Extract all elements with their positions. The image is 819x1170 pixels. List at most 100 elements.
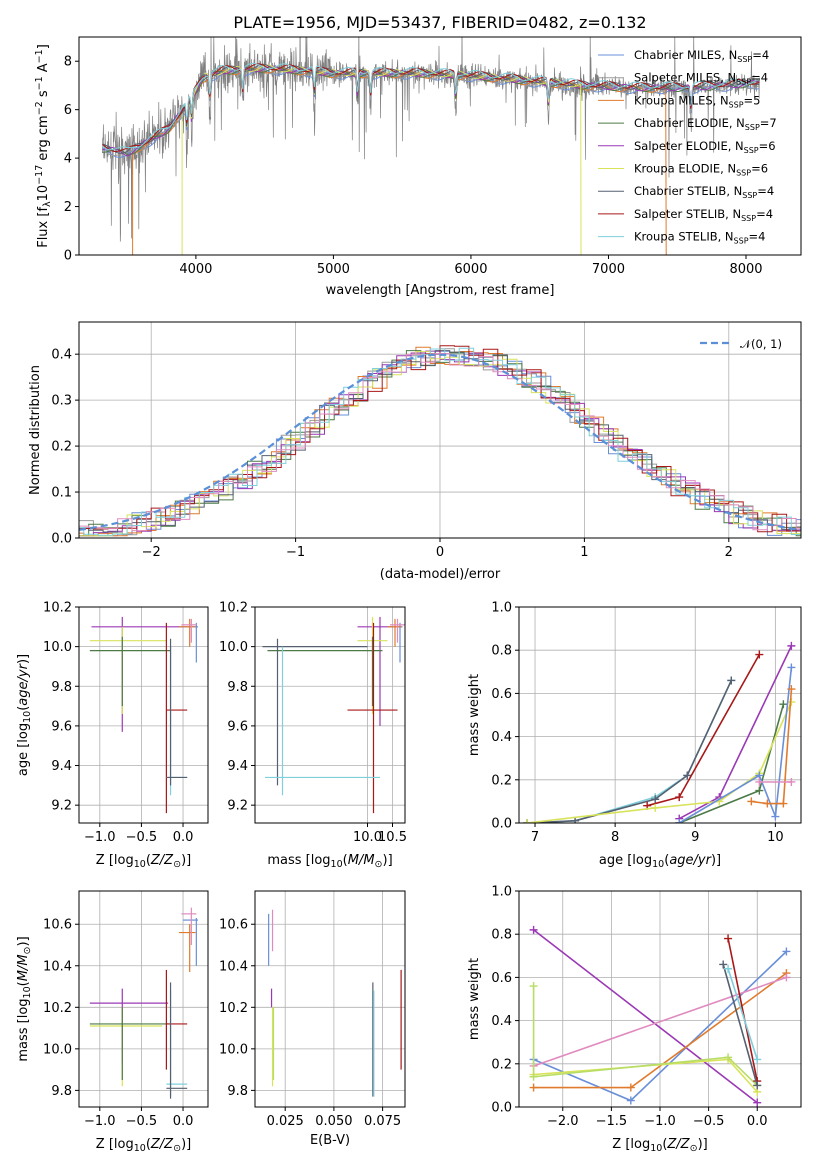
axes-frame xyxy=(254,606,406,824)
label-part: )] xyxy=(181,853,191,868)
plot-area xyxy=(102,37,761,255)
y-tick-label: 10.4 xyxy=(43,959,72,974)
label-part: M/M xyxy=(348,853,375,868)
label-part: ( xyxy=(662,1137,667,1152)
y-axis-label: mass weight xyxy=(467,958,482,1040)
label-part: Z/Z xyxy=(150,1137,174,1152)
weight-marker xyxy=(782,973,791,982)
legend-n: =4 xyxy=(757,184,774,198)
legend-label: Salpeter MILES, NSSP=4 xyxy=(634,71,768,87)
y-tick-label: 0.4 xyxy=(51,348,72,363)
y-tick-label: 0.2 xyxy=(491,1057,512,1072)
weight-line xyxy=(646,654,760,807)
y-tick-label: 2 xyxy=(64,200,72,215)
y-tick-label: 10.2 xyxy=(43,1001,72,1016)
legend-text: Chabrier STELIB, N xyxy=(634,184,742,198)
weight-marker xyxy=(626,1083,635,1092)
label-part: 10 xyxy=(650,1143,662,1154)
panel-spectrum: 4000 5000 6000 7000 8000 0 2 4 6 8 PLATE=1956, MJD… xyxy=(34,13,802,298)
y-tick-label: 10.6 xyxy=(219,918,248,933)
y-tick-label: 10.4 xyxy=(219,959,248,974)
y-tick-label: 0.4 xyxy=(491,1014,512,1029)
legend-n: =6 xyxy=(751,162,768,176)
legend-text: Salpeter ELODIE, N xyxy=(634,139,744,153)
weight-marker xyxy=(727,676,736,685)
y-tick-label: 10.2 xyxy=(219,1001,248,1016)
y-tick-label: 10.2 xyxy=(43,601,72,616)
legend-text: Kroupa ELODIE, N xyxy=(634,162,736,176)
y-tick-label: 0.1 xyxy=(51,486,72,501)
y-axis-label: mass [log10(M/M⊙)] xyxy=(16,936,33,1061)
legend-sub: SSP xyxy=(745,123,760,132)
weight-line xyxy=(727,968,758,1060)
axes-frame xyxy=(78,36,802,256)
label-part: λ xyxy=(42,201,53,207)
legend-sub: SSP xyxy=(744,146,759,155)
label-part: age [log xyxy=(16,723,31,776)
weight-line xyxy=(678,667,793,823)
legend-label: Chabrier MILES, NSSP=4 xyxy=(634,48,769,64)
x-tick-label: 1 xyxy=(580,545,588,560)
normal-curve xyxy=(79,353,801,531)
weight-marker xyxy=(755,650,764,659)
legend-sub: SSP xyxy=(729,100,744,109)
label-part: )] xyxy=(698,1137,708,1152)
label-part: mass [log xyxy=(267,853,330,868)
y-tick-label: 0.2 xyxy=(51,440,72,455)
label-part: −2 xyxy=(34,101,45,115)
label-part: )] xyxy=(383,853,393,868)
x-tick-label: 8 xyxy=(611,830,619,845)
weight-marker xyxy=(753,1098,762,1107)
y-axis-label: Flux [fλ10−17 erg cm−2 s−1 A−1] xyxy=(34,44,53,248)
label-part: −17 xyxy=(34,165,45,185)
plot-area xyxy=(255,891,405,1107)
x-tick-label: 2 xyxy=(725,545,733,560)
label-part: 10 xyxy=(22,986,33,998)
x-axis-label: Z [log10(Z/Z⊙)] xyxy=(96,1137,191,1154)
x-tick-label: 10.5 xyxy=(378,830,407,845)
legend-label: Salpeter ELODIE, NSSP=6 xyxy=(634,139,776,155)
legend-text: Kroupa STELIB, N xyxy=(634,230,734,244)
x-axis-label: (data-model)/error xyxy=(380,567,501,582)
axes-frame xyxy=(78,606,209,824)
label-part: ( xyxy=(146,1137,151,1152)
panel-mass_vs_EBV: 0.025 0.050 0.075 9.8 10.0 10.2 10.4 10.6 xyxy=(219,890,406,1129)
label-part: ⊙ xyxy=(690,1143,698,1154)
y-tick-label: 10.0 xyxy=(43,640,72,655)
legend-n: =4 xyxy=(751,71,768,85)
label-part: Flux [f xyxy=(36,207,51,248)
legend-sub: SSP xyxy=(736,169,751,178)
y-tick-label: 0.8 xyxy=(491,928,512,943)
label-part: ⊙ xyxy=(375,859,383,870)
legend-text: Salpeter MILES, N xyxy=(634,71,736,85)
grid xyxy=(79,607,208,823)
legend-sub: SSP xyxy=(737,55,752,64)
y-tick-label: 9.8 xyxy=(51,680,72,695)
y-tick-label: 9.4 xyxy=(227,759,248,774)
weight-marker xyxy=(626,1096,635,1105)
axes-frame xyxy=(254,890,406,1108)
grid xyxy=(519,607,801,823)
weight-marker xyxy=(755,786,764,795)
x-tick-label: −0.5 xyxy=(126,1114,158,1129)
weight-marker xyxy=(523,819,532,823)
residual-histogram-pink xyxy=(79,353,801,532)
weight-line xyxy=(526,680,733,823)
y-tick-label: 8 xyxy=(64,55,72,70)
plot-area xyxy=(79,322,801,538)
legend-label: Kroupa STELIB, NSSP=4 xyxy=(634,230,765,246)
weight-marker xyxy=(675,819,684,823)
weight-marker xyxy=(779,799,788,808)
y-tick-label: 0.0 xyxy=(491,1101,512,1116)
label-part: ⊙ xyxy=(173,859,181,870)
legend-n: =4 xyxy=(752,48,769,62)
weight-marker xyxy=(787,641,796,650)
legend-label: Chabrier ELODIE, NSSP=7 xyxy=(634,116,777,132)
label-part: )] xyxy=(16,936,31,946)
y-axis-label: mass weight xyxy=(467,674,482,756)
legend-n: =6 xyxy=(759,139,776,153)
residual-histogram-salpeter-stelib xyxy=(79,345,801,537)
y-tick-label: 0.6 xyxy=(491,971,512,986)
